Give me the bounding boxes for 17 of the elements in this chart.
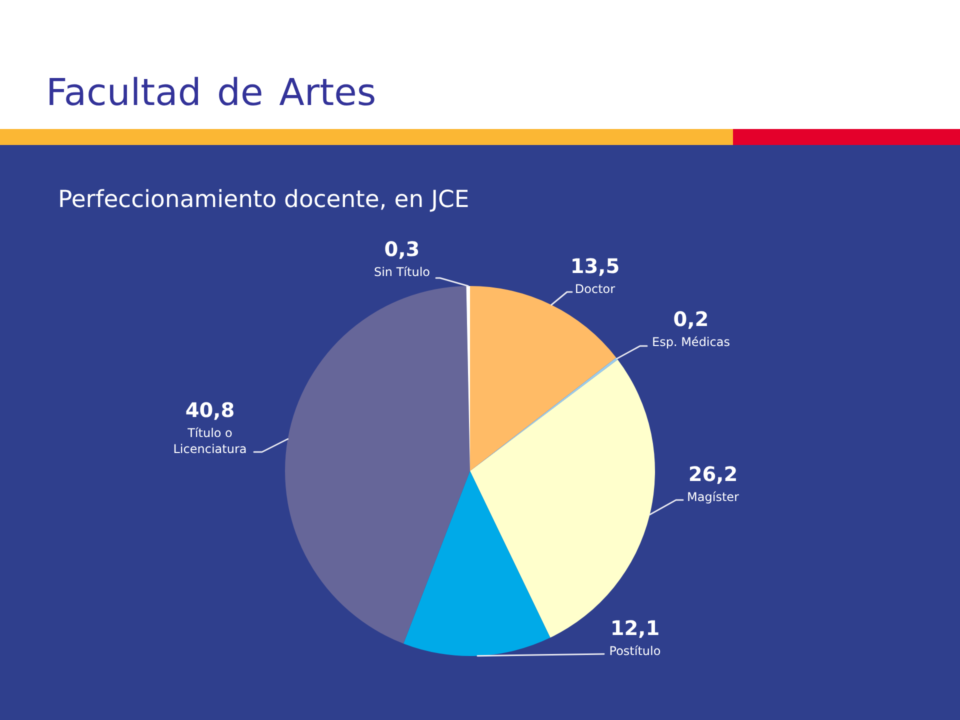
data-label: 0,2 <box>673 307 709 331</box>
slice-label: Título o Licenciatura <box>173 426 247 456</box>
pie-slice <box>470 286 616 471</box>
slice-label: Postítulo <box>609 644 661 658</box>
slice-label: Sin Título <box>374 265 430 279</box>
pie-slice <box>285 286 470 644</box>
data-label: 12,1 <box>610 616 660 640</box>
chart-subtitle: Perfeccionamiento docente, en JCE <box>58 185 470 213</box>
data-label: 0,3 <box>384 237 420 261</box>
data-label: 26,2 <box>688 462 738 486</box>
slice-label: Magíster <box>687 490 740 504</box>
data-label: 40,8 <box>185 398 235 422</box>
pie-slice <box>403 471 550 656</box>
slice-label: Doctor <box>574 282 616 296</box>
data-label: 13,5 <box>570 254 620 278</box>
slice-label: Esp. Médicas <box>652 335 730 349</box>
chart-title: Facultad de Artes <box>46 71 376 114</box>
